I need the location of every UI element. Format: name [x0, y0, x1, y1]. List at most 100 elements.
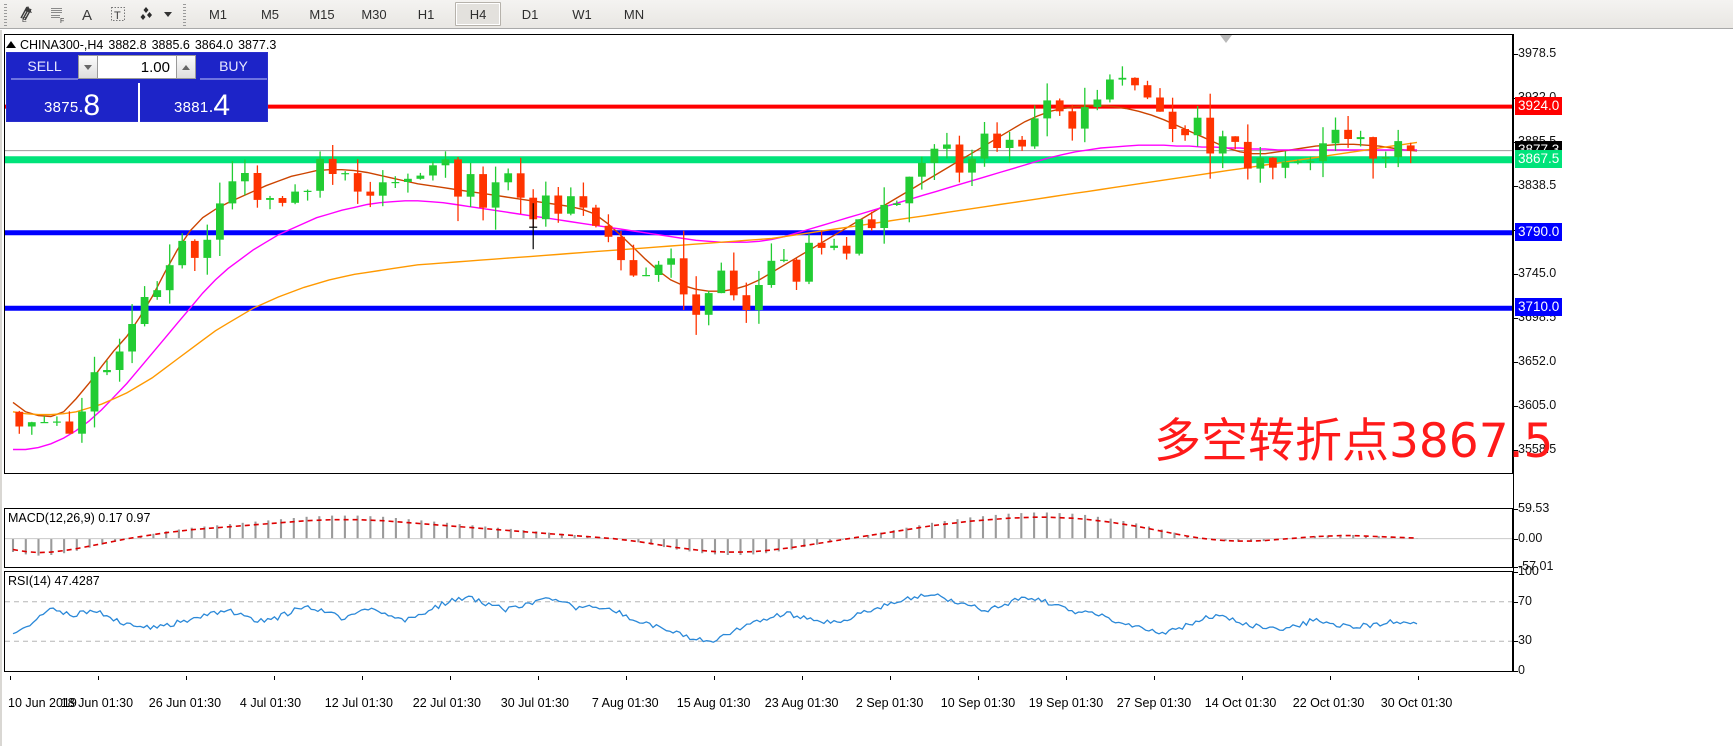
time-tick [186, 676, 187, 680]
time-axis-label: 23 Aug 01:30 [764, 696, 839, 710]
chart-annotation-text[interactable]: 多空转折点3867.5 [1154, 414, 1554, 469]
resistance-tag[interactable]: 3924.0 [1515, 96, 1563, 115]
timeframe-m15[interactable]: M15 [309, 6, 335, 22]
time-axis-label: 18 Jun 01:30 [60, 696, 134, 710]
toolbar-grip-2[interactable] [182, 2, 189, 26]
chart-close: 3877.3 [238, 38, 277, 52]
price-axis-line [1513, 34, 1514, 672]
time-axis-label: 30 Oct 01:30 [1380, 696, 1453, 710]
time-axis-label: 22 Oct 01:30 [1292, 696, 1365, 710]
rsi-canvas [5, 593, 1512, 643]
sell-price-dot: . [78, 97, 84, 116]
text-label-icon[interactable]: A [73, 1, 103, 27]
chart-symbol: CHINA300-,H4 [20, 38, 104, 52]
chart-high: 3885.6 [151, 38, 190, 52]
volume-decrement-button[interactable] [78, 55, 98, 79]
expert-advisors-icon[interactable]: E [13, 1, 43, 27]
time-axis-label: 10 Jun 2019 [8, 696, 77, 710]
rsi-tick [1513, 572, 1518, 573]
time-axis-label: 7 Aug 01:30 [591, 696, 659, 710]
time-tick [538, 676, 539, 680]
time-tick [362, 676, 363, 680]
rsi-axis-label: 30 [1518, 633, 1532, 648]
macd-tick [1513, 538, 1518, 540]
toolbar-grip-1[interactable] [3, 2, 10, 26]
time-axis[interactable]: 10 Jun 2019 18 Jun 01:30 26 Jun 01:30 4 Jul… [4, 676, 1513, 736]
time-tick [274, 676, 275, 680]
price-axis-label: 3652.0 [1518, 353, 1557, 368]
time-tick [1418, 676, 1419, 680]
sell-price-fraction: 8 [83, 89, 100, 122]
volume-input[interactable]: 1.00 [98, 55, 176, 79]
price-tick [1513, 318, 1518, 319]
price-axis-label: 3978.5 [1518, 46, 1557, 61]
chart-low: 3864.0 [194, 38, 234, 52]
buy-price-integer: 3881 [174, 99, 209, 116]
time-axis-label: 12 Jul 01:30 [324, 696, 393, 710]
objects-icon[interactable] [133, 1, 163, 27]
buy-button[interactable]: BUY [200, 54, 267, 80]
indicators-icon[interactable]: F [43, 1, 73, 27]
time-axis-label: 19 Sep 01:30 [1028, 696, 1104, 710]
rsi-tick [1513, 641, 1518, 643]
chart-header: CHINA300-,H4 3882.8 3885.6 3864.0 3877.3 [6, 38, 281, 52]
svg-text:A: A [82, 7, 92, 24]
time-axis-label: 15 Aug 01:30 [676, 696, 751, 710]
time-tick [802, 676, 803, 680]
rsi-caption: RSI(14) 47.4287 [8, 574, 100, 588]
rsi-axis-label: 0 [1518, 663, 1525, 677]
collapse-triangle-icon[interactable] [6, 41, 16, 48]
pivot-tag[interactable]: 3867.5 [1515, 149, 1563, 168]
time-axis-label: 22 Jul 01:30 [412, 696, 481, 710]
svg-text:F: F [60, 18, 64, 24]
timeframe-h4[interactable]: H4 [455, 2, 501, 26]
macd-canvas [5, 512, 1512, 556]
timeframe-w1[interactable]: W1 [572, 6, 592, 22]
time-tick [626, 676, 627, 680]
buy-price-fraction: 4 [213, 89, 230, 122]
macd-tick [1513, 567, 1518, 568]
buy-price[interactable]: 3881. 4 [137, 81, 267, 121]
timeframe-d1[interactable]: D1 [521, 6, 539, 22]
macd-panel[interactable] [4, 508, 1513, 568]
timeframe-m5[interactable]: M5 [260, 6, 280, 22]
time-axis-label: 26 Jun 01:30 [148, 696, 222, 710]
support-tag-2[interactable]: 3710.0 [1515, 298, 1563, 317]
price-tick [1513, 186, 1518, 188]
price-axis-label: 3838.5 [1518, 178, 1557, 193]
rsi-tick [1513, 601, 1518, 603]
price-chart-panel[interactable] [4, 34, 1513, 474]
time-axis-label: 2 Sep 01:30 [855, 696, 924, 710]
left-scroll-strip[interactable] [0, 30, 2, 746]
chart-open: 3882.8 [108, 38, 147, 52]
timeframe-mn[interactable]: MN [623, 6, 645, 22]
time-tick [978, 676, 979, 680]
time-tick [1154, 676, 1155, 680]
time-tick [10, 676, 11, 680]
time-axis-label: 14 Oct 01:30 [1204, 696, 1277, 710]
timeframe-m30[interactable]: M30 [361, 6, 387, 22]
rsi-panel[interactable] [4, 571, 1513, 672]
macd-axis-label: 0.00 [1518, 530, 1543, 545]
rsi-axis-label: 100 [1518, 564, 1539, 578]
objects-dropdown-caret[interactable] [164, 11, 172, 17]
svg-text:T: T [114, 10, 121, 22]
time-tick [890, 676, 891, 680]
time-tick [1066, 676, 1067, 680]
macd-tick [1513, 509, 1518, 510]
sell-price-integer: 3875 [44, 99, 79, 116]
timeframe-h1[interactable]: H1 [417, 6, 435, 22]
time-tick [714, 676, 715, 680]
sell-button[interactable]: SELL [11, 54, 78, 80]
text-object-icon[interactable]: T [103, 1, 133, 27]
price-tick [1513, 406, 1518, 408]
macd-axis-label: -57.01 [1518, 559, 1554, 573]
price-tick [1513, 274, 1518, 276]
one-click-trading-panel[interactable]: SELL 1.00 BUY 3875. 8 3881. 4 [6, 52, 268, 122]
time-axis-label: 4 Jul 01:30 [239, 696, 302, 710]
sell-price[interactable]: 3875. 8 [7, 81, 137, 121]
timeframe-m1[interactable]: M1 [208, 6, 228, 22]
volume-increment-button[interactable] [176, 55, 196, 79]
main-toolbar: E F A T M1 M5 M15 M30 [0, 0, 1733, 29]
support-tag-1[interactable]: 3790.0 [1515, 222, 1563, 241]
